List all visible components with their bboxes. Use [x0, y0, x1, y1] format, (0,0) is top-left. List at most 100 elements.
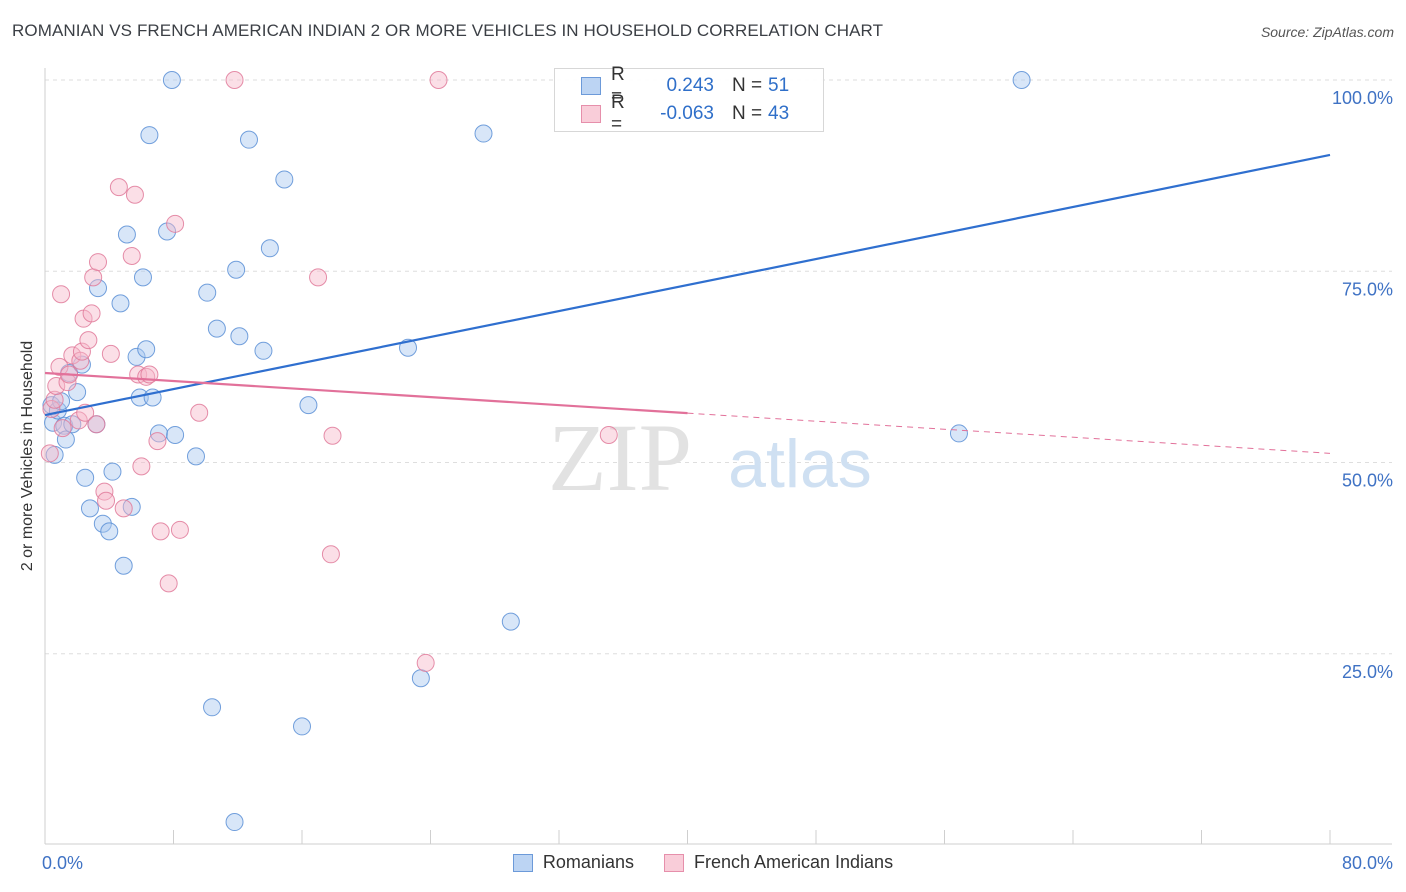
french-american-indians-point	[72, 342, 91, 361]
french-american-indians-trendline	[44, 371, 688, 415]
romanians-point	[186, 447, 205, 466]
legend-r-value: -0.063	[660, 103, 714, 124]
romanians-point	[137, 340, 156, 359]
legend-row-romanians: R = 0.243 N = 51	[555, 64, 789, 107]
french-american-indians-point	[97, 491, 116, 510]
romanians-trendline	[44, 153, 1331, 417]
chart-source: Source: ZipAtlas.com	[1260, 24, 1394, 40]
romanians-point	[227, 260, 246, 279]
romanians-point	[411, 669, 430, 688]
romanians-point	[162, 71, 181, 89]
romanians-point	[299, 396, 318, 415]
french-american-indians-point	[53, 419, 72, 438]
french-american-indians-point	[599, 425, 618, 444]
grid-lines	[45, 79, 1392, 655]
legend-r-label: R =	[611, 92, 625, 135]
romanians-point	[114, 556, 133, 575]
chart-title: ROMANIAN VS FRENCH AMERICAN INDIAN 2 OR …	[12, 21, 884, 40]
french-american-indians-point	[166, 214, 185, 233]
french-american-indians-point	[52, 285, 71, 304]
french-american-indians-point	[95, 482, 114, 501]
legend-label-french-american-indians: French American Indians	[693, 852, 894, 872]
french-american-indians-point	[79, 331, 98, 350]
romanians-point	[207, 319, 226, 338]
french-american-indians-point	[109, 178, 128, 197]
legend-swatch-french-american-indians	[581, 105, 601, 123]
trend-lines	[44, 153, 1331, 454]
romanians-point	[56, 430, 75, 449]
romanians-point	[127, 347, 146, 366]
romanians-point	[254, 341, 273, 360]
y-tick-label: 100.0%	[1332, 88, 1393, 108]
french-american-indians-point	[309, 268, 328, 287]
legend-n-value: 43	[768, 103, 790, 124]
legend-n-label: N =	[732, 103, 763, 124]
romanians-point	[474, 124, 493, 143]
romanians-point	[117, 225, 136, 244]
legend-swatch-french-american-indians	[663, 853, 684, 872]
romanians-point	[260, 239, 279, 258]
stats-legend: R = 0.243 N = 51 R = -0.063 N = 43	[554, 64, 824, 135]
romanians-point	[203, 698, 222, 717]
french-american-indians-point	[114, 499, 133, 518]
french-american-indians-point	[190, 403, 209, 422]
watermark-atlas: atlas	[728, 426, 872, 502]
legend-r-value: 0.243	[666, 75, 714, 96]
romanians-point	[103, 462, 122, 481]
french-american-indians-point	[323, 426, 342, 445]
french-american-indians-point	[89, 253, 108, 272]
romanians-point	[80, 499, 99, 518]
romanians-point	[230, 327, 249, 346]
french-american-indians-point	[71, 351, 90, 370]
romanians-point	[166, 425, 185, 444]
romanians-point	[89, 279, 108, 298]
series-legend: Romanians French American Indians	[0, 852, 1406, 873]
french-american-indians-point	[40, 444, 59, 463]
y-tick-label: 50.0%	[1342, 471, 1393, 491]
watermark-zip: ZIP	[548, 404, 692, 511]
french-american-indians-point	[101, 344, 120, 363]
french-american-indians-point	[170, 520, 189, 539]
french-american-indians-point	[429, 71, 448, 89]
romanians-point	[198, 283, 217, 302]
french-american-indians-point	[50, 357, 69, 376]
french-american-indians-point	[132, 457, 151, 476]
french-american-indians-point	[148, 432, 167, 451]
romanians-point	[68, 383, 87, 402]
legend-swatch-romanians	[581, 77, 601, 95]
legend-r-label: R =	[611, 64, 625, 107]
romanians-point	[76, 468, 95, 487]
french-american-indians-point	[84, 268, 103, 287]
french-american-indians-point	[416, 653, 435, 672]
legend-label-romanians: Romanians	[542, 852, 634, 872]
french-american-indians-point	[137, 367, 156, 386]
legend-item-romanians[interactable]: Romanians	[512, 852, 634, 873]
romanians-point	[140, 126, 159, 145]
french-american-indians-point	[321, 545, 340, 564]
romanians-point	[239, 130, 258, 149]
romanians-point	[501, 612, 520, 631]
french-american-indians-point	[69, 411, 88, 430]
french-american-indians-point	[151, 522, 170, 541]
french-american-indians-point	[45, 390, 64, 409]
romanians-point	[949, 424, 968, 443]
x-tick-label: 80.0%	[1342, 853, 1393, 873]
y-tick-label: 75.0%	[1342, 279, 1393, 299]
french-american-indians-point	[125, 185, 144, 204]
romanians-point	[100, 522, 119, 541]
romanians-point	[93, 514, 112, 533]
french-american-indians-point	[122, 246, 141, 265]
romanians-point	[133, 268, 152, 287]
romanians-point	[275, 170, 294, 189]
french-american-indians-point	[47, 377, 66, 395]
legend-item-french-american-indians[interactable]: French American Indians	[663, 852, 894, 873]
romanians-point	[293, 717, 311, 736]
romanians-point	[150, 424, 169, 443]
romanians-point	[225, 813, 244, 832]
romanians-point	[1012, 71, 1031, 89]
legend-row-french-american-indians: R = -0.063 N = 43	[555, 92, 790, 135]
french-american-indians-point	[159, 574, 178, 593]
romanians-point	[111, 294, 130, 313]
legend-n-label: N =	[732, 75, 763, 96]
